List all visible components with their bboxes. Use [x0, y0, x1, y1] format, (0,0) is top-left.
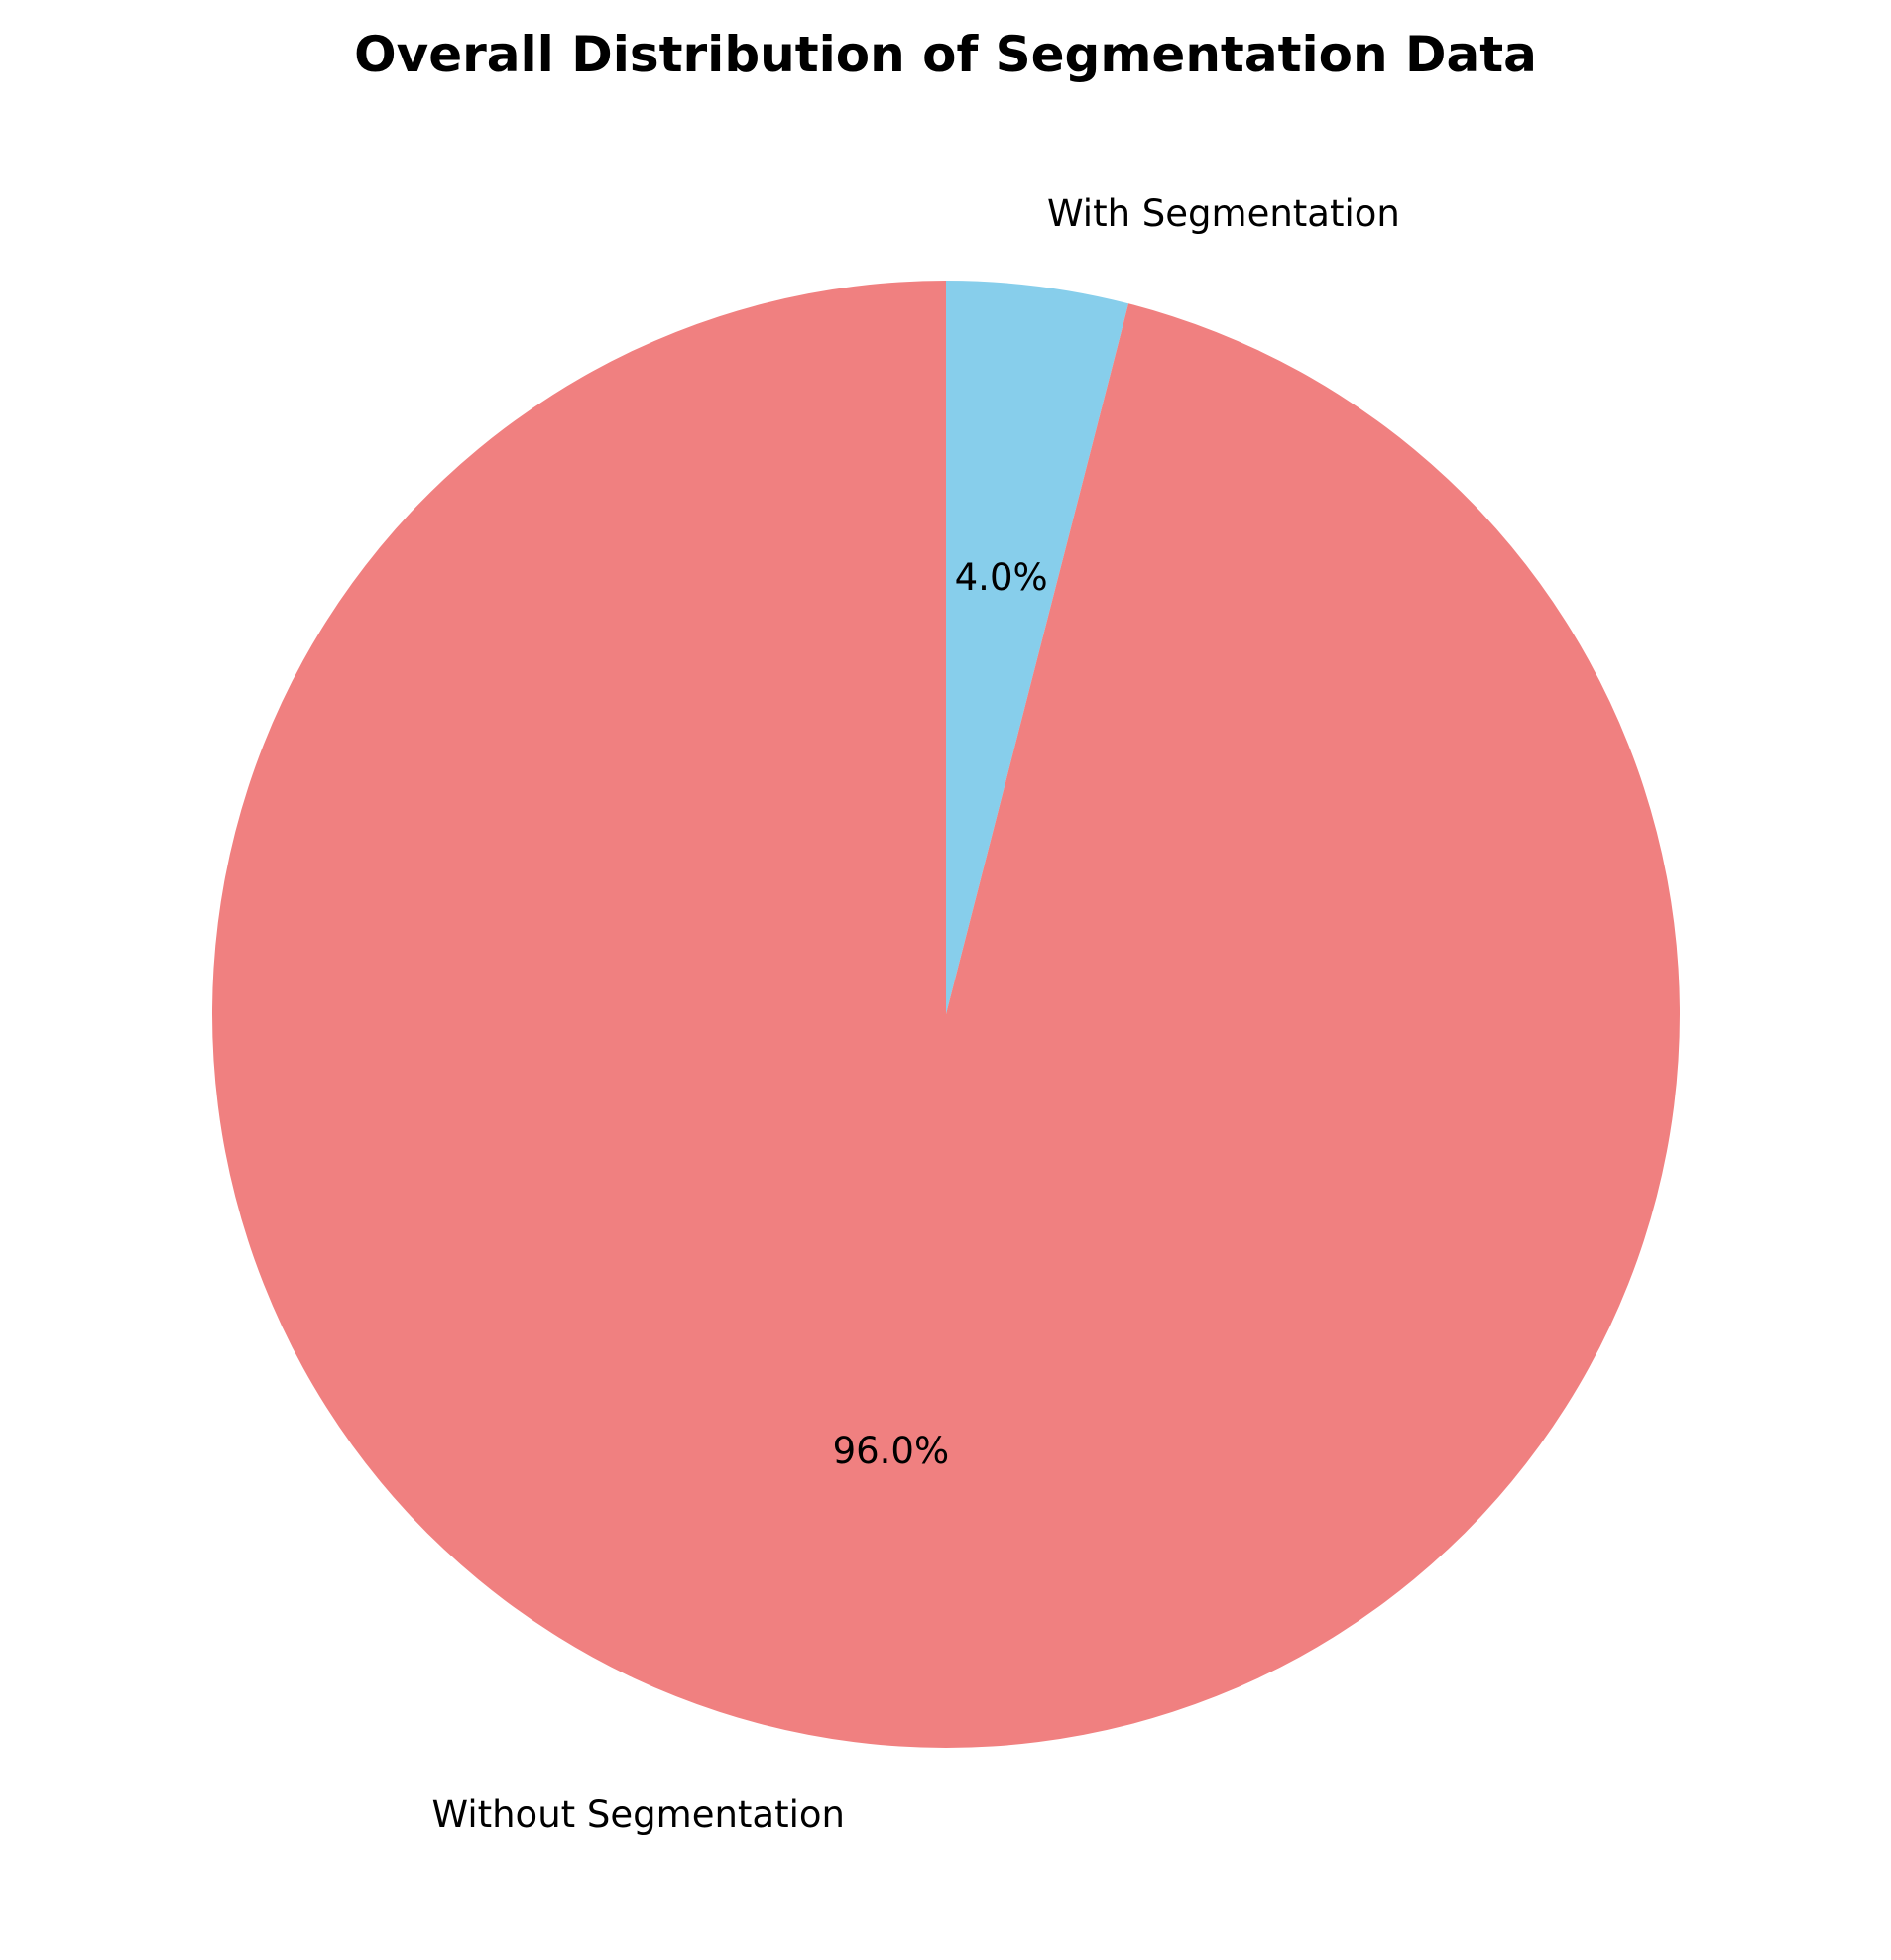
slice-label: With Segmentation	[1047, 192, 1400, 235]
slice-percentage-label: 4.0%	[955, 556, 1048, 599]
slice-label: Without Segmentation	[432, 1793, 845, 1836]
pie-slice-with-segmentation	[946, 281, 1129, 1014]
pie-slices	[211, 281, 1680, 1749]
chart-title: Overall Distribution of Segmentation Dat…	[354, 26, 1537, 83]
slice-percentage-label: 96.0%	[833, 1430, 950, 1472]
pie-labels: With Segmentation 4.0% Without Segmentatio…	[432, 192, 1400, 1836]
pie-slice-without-segmentation	[211, 281, 1680, 1749]
